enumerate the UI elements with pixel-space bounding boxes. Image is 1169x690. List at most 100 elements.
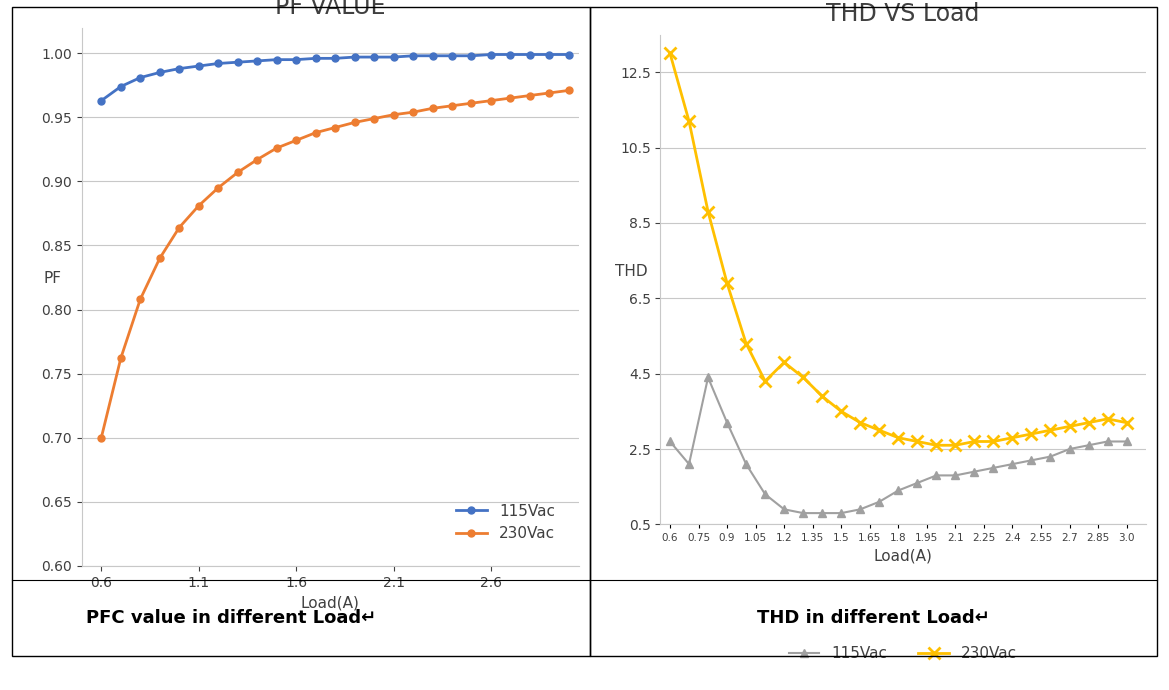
- 115Vac: [891, 486, 905, 495]
- 230Vac: [289, 136, 303, 144]
- 115Vac: [406, 52, 420, 60]
- 115Vac: [796, 509, 810, 518]
- 115Vac: [929, 471, 943, 480]
- 230Vac: [1024, 430, 1038, 438]
- 115Vac: [1081, 441, 1095, 449]
- 115Vac: [230, 58, 244, 66]
- 230Vac: [720, 279, 734, 287]
- 230Vac: [309, 128, 323, 137]
- 230Vac: [739, 339, 753, 348]
- Y-axis label: THD: THD: [615, 264, 648, 279]
- 115Vac: [739, 460, 753, 469]
- 230Vac: [663, 49, 677, 57]
- 230Vac: [212, 184, 226, 192]
- 230Vac: [406, 108, 420, 117]
- 230Vac: [1005, 433, 1019, 442]
- 115Vac: [464, 52, 478, 60]
- 230Vac: [192, 201, 206, 210]
- X-axis label: Load(A): Load(A): [873, 549, 933, 564]
- 115Vac: [523, 50, 537, 59]
- 115Vac: [562, 50, 576, 59]
- Line: 115Vac: 115Vac: [98, 51, 573, 104]
- Text: PFC value in different Load↵: PFC value in different Load↵: [87, 609, 376, 627]
- 115Vac: [445, 52, 459, 60]
- Legend: 115Vac, 230Vac: 115Vac, 230Vac: [783, 640, 1023, 667]
- Line: 115Vac: 115Vac: [666, 373, 1130, 518]
- 230Vac: [968, 437, 982, 446]
- 230Vac: [872, 426, 886, 434]
- 115Vac: [250, 57, 264, 65]
- 115Vac: [1005, 460, 1019, 469]
- 230Vac: [853, 419, 867, 427]
- 115Vac: [347, 53, 361, 61]
- 115Vac: [133, 73, 147, 81]
- 230Vac: [153, 254, 167, 262]
- 230Vac: [95, 433, 109, 442]
- 230Vac: [835, 407, 849, 415]
- 115Vac: [1024, 456, 1038, 464]
- 230Vac: [250, 155, 264, 164]
- Y-axis label: PF: PF: [43, 271, 61, 286]
- 115Vac: [815, 509, 829, 518]
- 115Vac: [426, 52, 440, 60]
- 115Vac: [212, 59, 226, 68]
- 115Vac: [387, 53, 401, 61]
- Title: THD VS Load: THD VS Load: [826, 1, 980, 26]
- Line: 230Vac: 230Vac: [664, 48, 1132, 451]
- 115Vac: [759, 490, 773, 498]
- 230Vac: [759, 377, 773, 385]
- 115Vac: [1063, 445, 1077, 453]
- 230Vac: [542, 89, 556, 97]
- 115Vac: [367, 53, 381, 61]
- 230Vac: [815, 392, 829, 400]
- 230Vac: [948, 441, 962, 449]
- 230Vac: [1044, 426, 1058, 434]
- 230Vac: [113, 354, 127, 362]
- 230Vac: [270, 144, 284, 152]
- 230Vac: [387, 110, 401, 119]
- 115Vac: [328, 55, 343, 63]
- 230Vac: [230, 168, 244, 177]
- 230Vac: [987, 437, 1001, 446]
- X-axis label: Load(A): Load(A): [300, 595, 360, 610]
- 115Vac: [720, 419, 734, 427]
- 230Vac: [426, 104, 440, 112]
- 115Vac: [663, 437, 677, 446]
- 115Vac: [872, 497, 886, 506]
- 230Vac: [682, 117, 696, 126]
- 115Vac: [777, 505, 791, 513]
- 115Vac: [542, 50, 556, 59]
- 115Vac: [192, 62, 206, 70]
- 230Vac: [347, 118, 361, 126]
- 230Vac: [1081, 419, 1095, 427]
- Legend: 115Vac, 230Vac: 115Vac, 230Vac: [450, 497, 561, 547]
- 115Vac: [911, 479, 925, 487]
- 115Vac: [113, 82, 127, 90]
- 230Vac: [929, 441, 943, 449]
- 230Vac: [1063, 422, 1077, 431]
- 230Vac: [484, 97, 498, 105]
- 230Vac: [367, 115, 381, 123]
- 230Vac: [1120, 419, 1134, 427]
- Text: THD in different Load↵: THD in different Load↵: [758, 609, 990, 627]
- 230Vac: [464, 99, 478, 108]
- 115Vac: [484, 50, 498, 59]
- 230Vac: [796, 373, 810, 382]
- Title: PF VALUE: PF VALUE: [275, 0, 386, 19]
- 115Vac: [987, 464, 1001, 472]
- 115Vac: [153, 68, 167, 77]
- 115Vac: [1044, 453, 1058, 461]
- 230Vac: [523, 91, 537, 99]
- 115Vac: [504, 50, 518, 59]
- 115Vac: [270, 55, 284, 63]
- 230Vac: [891, 433, 905, 442]
- 115Vac: [835, 509, 849, 518]
- 230Vac: [172, 224, 186, 232]
- 230Vac: [328, 124, 343, 132]
- Line: 230Vac: 230Vac: [98, 87, 573, 441]
- 115Vac: [682, 460, 696, 469]
- 230Vac: [701, 208, 715, 216]
- 115Vac: [95, 97, 109, 105]
- 115Vac: [1120, 437, 1134, 446]
- 115Vac: [172, 64, 186, 72]
